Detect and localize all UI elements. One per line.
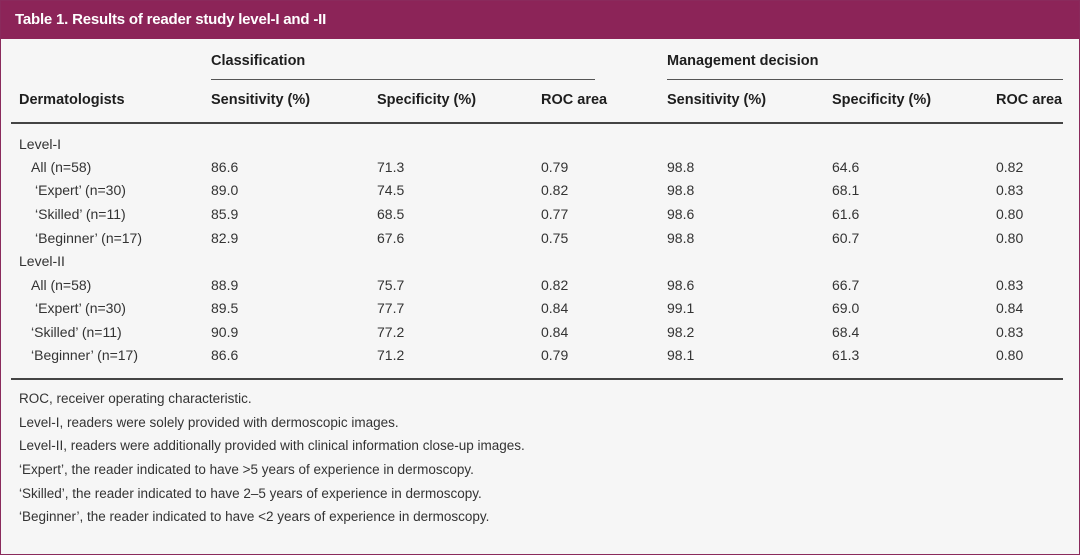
col-header-class-roc: ROC area — [541, 92, 608, 108]
table-cell: 74.5 — [377, 182, 405, 198]
table-cell: 88.9 — [211, 277, 239, 293]
table-cell: 77.2 — [377, 324, 405, 340]
table-cell: 89.0 — [211, 182, 239, 198]
table-cell: 0.83 — [996, 277, 1024, 293]
table-cell: 98.1 — [667, 347, 695, 363]
table-cell: 98.8 — [667, 182, 695, 198]
table-row-label: ‘Expert’ (n=30) — [35, 182, 126, 198]
col-header-class-specificity: Specificity (%) — [377, 92, 477, 108]
col-header-mgmt-sensitivity: Sensitivity (%) — [667, 92, 767, 108]
table-cell: 0.79 — [541, 159, 569, 175]
table-row-label: ‘Skilled’ (n=11) — [35, 206, 126, 222]
table-cell: 0.77 — [541, 206, 569, 222]
table-cell: 86.6 — [211, 159, 239, 175]
section-label-level-2: Level-II — [19, 253, 65, 269]
footnote: Level-II, readers were additionally prov… — [19, 438, 525, 453]
group-rule-classification — [211, 79, 595, 80]
col-header-mgmt-roc: ROC area — [996, 92, 1063, 108]
table-cell: 0.84 — [541, 300, 569, 316]
table-cell: 98.8 — [667, 159, 695, 175]
col-header-class-sensitivity: Sensitivity (%) — [211, 92, 311, 108]
table-cell: 77.7 — [377, 300, 405, 316]
table-cell: 0.83 — [996, 324, 1024, 340]
group-header-classification: Classification — [211, 53, 306, 69]
group-rule-management — [667, 79, 1063, 80]
header-rule — [11, 122, 1063, 124]
table-cell: 0.80 — [996, 347, 1024, 363]
table-cell: 0.75 — [541, 230, 569, 246]
table-cell: 98.2 — [667, 324, 695, 340]
footnote: Level-I, readers were solely provided wi… — [19, 415, 399, 430]
table-bottom-rule — [11, 378, 1063, 380]
table-cell: 68.1 — [832, 182, 860, 198]
footnote: ROC, receiver operating characteristic. — [19, 391, 252, 406]
table-row-label: ‘Beginner’ (n=17) — [31, 347, 139, 363]
table-cell: 69.0 — [832, 300, 860, 316]
table-row-label: ‘Skilled’ (n=11) — [31, 324, 122, 340]
table-cell: 90.9 — [211, 324, 239, 340]
table-cell: 89.5 — [211, 300, 239, 316]
table-cell: 0.84 — [996, 300, 1024, 316]
table-row-label: ‘Expert’ (n=30) — [35, 300, 126, 316]
section-label-level-1: Level-I — [19, 136, 62, 152]
table-title: Table 1. Results of reader study level-I… — [15, 11, 327, 28]
table-cell: 68.4 — [832, 324, 860, 340]
table-cell: 66.7 — [832, 277, 860, 293]
table-cell: 0.82 — [996, 159, 1024, 175]
table-cell: 98.6 — [667, 206, 695, 222]
table-cell: 64.6 — [832, 159, 860, 175]
table-cell: 61.3 — [832, 347, 860, 363]
table-cell: 0.82 — [541, 277, 569, 293]
table-cell: 0.80 — [996, 206, 1024, 222]
table-cell: 0.80 — [996, 230, 1024, 246]
footnote: ‘Beginner’, the reader indicated to have… — [19, 509, 490, 524]
table-row-label: ‘Beginner’ (n=17) — [35, 230, 143, 246]
table-cell: 67.6 — [377, 230, 405, 246]
table-cell: 61.6 — [832, 206, 860, 222]
col-header-mgmt-specificity: Specificity (%) — [832, 92, 932, 108]
table-cell: 98.8 — [667, 230, 695, 246]
footnote: ‘Expert’, the reader indicated to have >… — [19, 462, 474, 477]
group-header-management: Management decision — [667, 53, 819, 69]
table-row-label: All (n=58) — [31, 277, 92, 293]
table-cell: 0.79 — [541, 347, 569, 363]
table-cell: 85.9 — [211, 206, 239, 222]
table-cell: 98.6 — [667, 277, 695, 293]
table-cell: 0.83 — [996, 182, 1024, 198]
table-cell: 99.1 — [667, 300, 695, 316]
table-cell: 86.6 — [211, 347, 239, 363]
table-row-label: All (n=58) — [31, 159, 92, 175]
table-cell: 0.82 — [541, 182, 569, 198]
table-cell: 75.7 — [377, 277, 405, 293]
row-header-dermatologists: Dermatologists — [19, 92, 125, 108]
table-cell: 71.2 — [377, 347, 405, 363]
table-cell: 0.84 — [541, 324, 569, 340]
title-bar: Table 1. Results of reader study level-I… — [1, 1, 1079, 39]
table-cell: 60.7 — [832, 230, 860, 246]
table-cell: 68.5 — [377, 206, 405, 222]
table-cell: 71.3 — [377, 159, 405, 175]
footnote: ‘Skilled’, the reader indicated to have … — [19, 486, 482, 501]
table-cell: 82.9 — [211, 230, 239, 246]
